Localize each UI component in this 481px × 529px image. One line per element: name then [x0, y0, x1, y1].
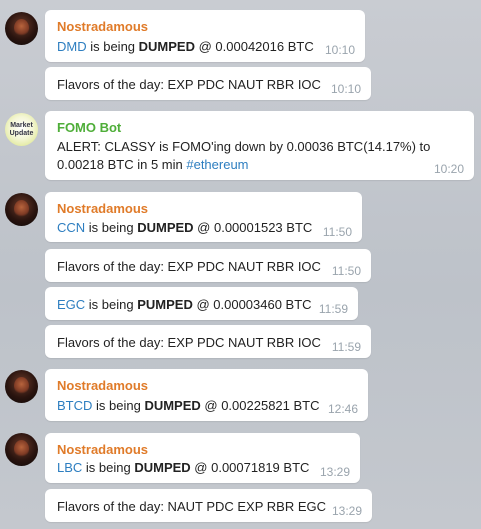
- message-bubble[interactable]: Nostradamous DMD is being DUMPED @ 0.000…: [45, 10, 365, 62]
- message-text: LBC is being DUMPED @ 0.00071819 BTC: [57, 460, 309, 475]
- sender-name[interactable]: Nostradamous: [57, 378, 149, 393]
- message-bubble[interactable]: Nostradamous LBC is being DUMPED @ 0.000…: [45, 433, 360, 483]
- timestamp: 13:29: [331, 504, 362, 518]
- message-bubble[interactable]: Flavors of the day: EXP PDC NAUT RBR IOC…: [45, 325, 371, 358]
- message-text: Flavors of the day: NAUT PDC EXP RBR EGC: [57, 499, 326, 514]
- coin-link[interactable]: EGC: [57, 297, 86, 312]
- text-fragment: @ 0.00225821 BTC: [200, 398, 320, 413]
- message-text: ALERT: CLASSY is FOMO'ing down by 0.0003…: [57, 139, 431, 154]
- text-fragment: is being: [82, 460, 135, 475]
- sender-name[interactable]: FOMO Bot: [57, 120, 122, 135]
- text-fragment: @ 0.00071819 BTC: [190, 460, 310, 475]
- text-fragment: is being: [86, 39, 139, 54]
- action-text: PUMPED: [137, 297, 193, 312]
- text-fragment: is being: [92, 398, 145, 413]
- hashtag-link[interactable]: #ethereum: [186, 157, 249, 172]
- coin-link[interactable]: BTCD: [57, 398, 93, 413]
- action-text: DUMPED: [138, 39, 195, 54]
- message-text: 0.00218 BTC in 5 min #ethereum: [57, 157, 249, 172]
- message-bubble[interactable]: Nostradamous CCN is being DUMPED @ 0.000…: [45, 192, 362, 242]
- message-bubble[interactable]: Flavors of the day: EXP PDC NAUT RBR IOC…: [45, 67, 371, 100]
- text-fragment: is being: [85, 297, 138, 312]
- timestamp: 11:50: [331, 264, 361, 278]
- sender-name[interactable]: Nostradamous: [57, 19, 149, 34]
- message-text: Flavors of the day: EXP PDC NAUT RBR IOC: [57, 335, 321, 350]
- timestamp: 11:59: [318, 302, 348, 316]
- message-bubble[interactable]: Flavors of the day: EXP PDC NAUT RBR IOC…: [45, 249, 371, 282]
- timestamp: 11:50: [322, 225, 352, 239]
- message-bubble[interactable]: EGC is being PUMPED @ 0.00003460 BTC 11:…: [45, 287, 358, 320]
- message-text: DMD is being DUMPED @ 0.00042016 BTC: [57, 39, 314, 54]
- nostradamous-avatar[interactable]: [5, 433, 38, 466]
- timestamp: 10:20: [433, 162, 464, 176]
- message-bubble[interactable]: Nostradamous BTCD is being DUMPED @ 0.00…: [45, 369, 368, 421]
- nostradamous-avatar[interactable]: [5, 370, 38, 403]
- coin-link[interactable]: CCN: [57, 220, 86, 235]
- timestamp: 10:10: [330, 82, 361, 96]
- text-fragment: @ 0.00003460 BTC: [192, 297, 312, 312]
- nostradamous-avatar[interactable]: [5, 193, 38, 226]
- message-text: EGC is being PUMPED @ 0.00003460 BTC: [57, 297, 312, 312]
- timestamp: 13:29: [319, 465, 350, 479]
- timestamp: 10:10: [324, 43, 355, 57]
- text-fragment: @ 0.00001523 BTC: [193, 220, 313, 235]
- coin-link[interactable]: DMD: [57, 39, 87, 54]
- sender-name[interactable]: Nostradamous: [57, 201, 149, 216]
- coin-link[interactable]: LBC: [57, 460, 83, 475]
- message-text: BTCD is being DUMPED @ 0.00225821 BTC: [57, 398, 320, 413]
- message-text: CCN is being DUMPED @ 0.00001523 BTC: [57, 220, 312, 235]
- fomo-bot-avatar[interactable]: Market Update: [5, 113, 38, 146]
- avatar-text: Market Update: [9, 121, 34, 137]
- text-fragment: 0.00218 BTC in 5 min: [57, 157, 187, 172]
- sender-name[interactable]: Nostradamous: [57, 442, 149, 457]
- timestamp: 12:46: [327, 402, 358, 416]
- message-text: Flavors of the day: EXP PDC NAUT RBR IOC: [57, 259, 321, 274]
- text-fragment: @ 0.00042016 BTC: [195, 39, 314, 54]
- action-text: DUMPED: [144, 398, 201, 413]
- message-bubble[interactable]: FOMO Bot ALERT: CLASSY is FOMO'ing down …: [45, 111, 474, 180]
- message-bubble[interactable]: Flavors of the day: NAUT PDC EXP RBR EGC…: [45, 489, 372, 522]
- message-text: Flavors of the day: EXP PDC NAUT RBR IOC: [57, 77, 321, 92]
- text-fragment: is being: [85, 220, 138, 235]
- timestamp: 11:59: [331, 340, 361, 354]
- action-text: DUMPED: [134, 460, 191, 475]
- action-text: DUMPED: [137, 220, 194, 235]
- nostradamous-avatar[interactable]: [5, 12, 38, 45]
